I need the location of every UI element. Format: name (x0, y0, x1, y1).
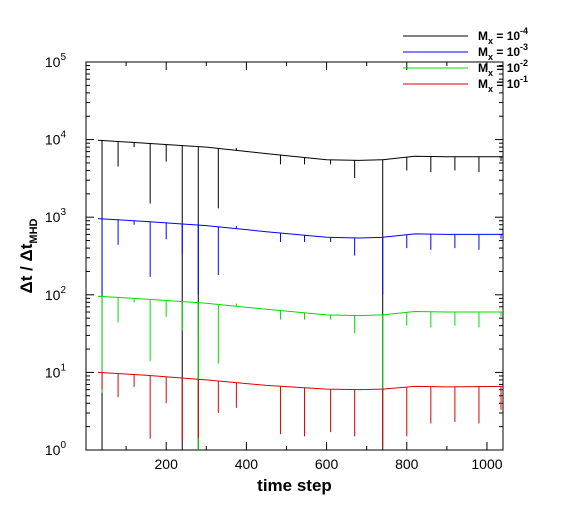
x-tick-label: 200 (155, 456, 179, 472)
series-line (97, 218, 503, 239)
y-tick-label: 102 (45, 285, 67, 303)
series-line (97, 295, 503, 317)
y-tick-label: 101 (45, 362, 67, 380)
x-tick-label: 400 (235, 456, 259, 472)
series-line (97, 139, 503, 161)
series-line (97, 371, 504, 391)
legend-entry: Mx = 10-1 (403, 74, 528, 94)
legend-entry: Mx = 10-3 (403, 42, 528, 62)
legend-label: Mx = 10-3 (478, 42, 528, 62)
legend-label: Mx = 10-4 (478, 26, 528, 46)
legend-entry: Mx = 10-2 (403, 58, 528, 78)
x-tick-label: 600 (315, 456, 339, 472)
y-tick-label: 104 (45, 130, 67, 148)
plot-frame (85, 61, 504, 451)
x-tick-label: 1000 (471, 456, 502, 472)
series-layer (97, 139, 504, 450)
legend-label: Mx = 10-1 (478, 74, 528, 94)
y-tick-label: 105 (45, 52, 67, 70)
y-axis-title: Δt / ΔtMHD (17, 218, 40, 293)
y-tick-label: 103 (45, 207, 67, 225)
axis-ticks: 200 400 600 800 1000 100 101 102 103 104 105 (45, 52, 503, 472)
series-2 (97, 218, 503, 295)
legend-label: Mx = 10-2 (478, 58, 528, 78)
x-tick-label: 800 (395, 456, 419, 472)
series-3 (97, 295, 503, 450)
y-tick-label: 100 (45, 440, 67, 458)
series-1 (97, 139, 503, 450)
legend-entry: Mx = 10-4 (403, 26, 528, 46)
series-4 (97, 371, 504, 447)
plot-area (85, 61, 504, 451)
legend: Mx = 10-4Mx = 10-3Mx = 10-2Mx = 10-1 (403, 26, 528, 94)
x-axis-title: time step (257, 476, 332, 495)
